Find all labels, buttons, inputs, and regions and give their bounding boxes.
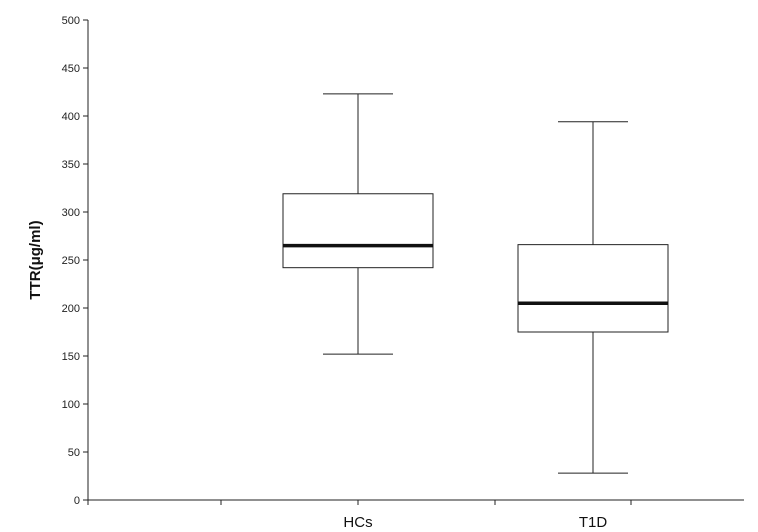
iqr-box (517, 244, 669, 333)
y-tick-label: 350 (62, 159, 80, 171)
y-tick-label: 250 (62, 255, 80, 267)
y-tick-label: 300 (62, 207, 80, 219)
axes: 0 50 100 150 200 250 300 350 400 450 500 (62, 15, 744, 507)
y-tick-label: 0 (74, 495, 80, 507)
y-axis-title: TTR(μg/ml) (27, 220, 44, 299)
y-tick-label: 500 (62, 15, 80, 27)
x-category-label: HCs (343, 514, 372, 531)
y-tick-label: 100 (62, 399, 80, 411)
y-tick-label: 50 (68, 447, 80, 459)
x-axis-labels: HCs T1D (343, 514, 607, 531)
y-tick-label: 400 (62, 111, 80, 123)
boxes (282, 93, 669, 474)
y-tick-label: 150 (62, 351, 80, 363)
y-tick-label: 200 (62, 303, 80, 315)
y-tick-label: 450 (62, 63, 80, 75)
iqr-box (282, 193, 434, 269)
x-category-label: T1D (579, 514, 608, 531)
box-hcs (282, 93, 434, 355)
box-t1d (517, 121, 669, 474)
